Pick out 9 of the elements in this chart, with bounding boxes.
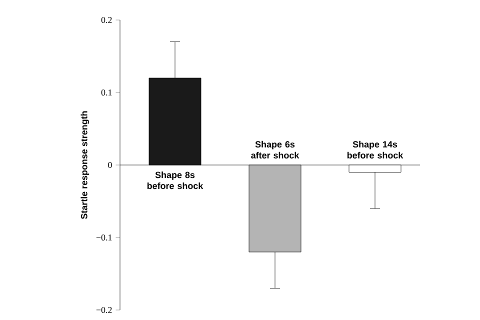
x-tick-label: Shape 6s after shock (251, 140, 300, 158)
y-axis-title: Startle response strength (80, 111, 90, 220)
y-tick-label: −0.1 (96, 234, 112, 241)
y-tick-label: −0.2 (96, 306, 112, 314)
y-tick-label: 0 (108, 162, 112, 168)
x-tick-label: Shape 8s before shock (147, 172, 204, 190)
x-tick-label: Shape 14s before shock (347, 140, 404, 158)
y-tick-label: 0.1 (101, 89, 112, 96)
y-tick-label: 0.2 (101, 16, 112, 24)
